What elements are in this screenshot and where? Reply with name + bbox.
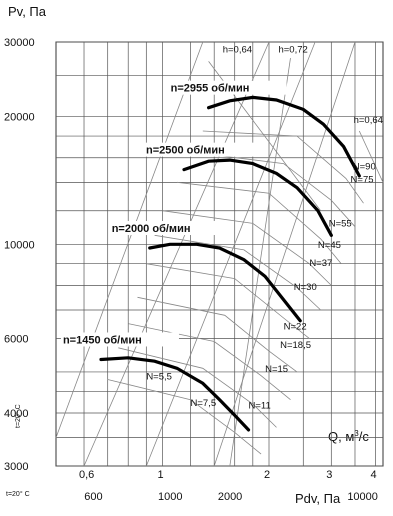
power-curve: [162, 210, 332, 286]
rpm-label: n=2955 об/мин: [171, 83, 250, 95]
y-tick-label: 30000: [4, 37, 35, 49]
performance-curves: [99, 95, 361, 432]
efficiency-line: [229, 57, 291, 467]
x-axis-title-tail: /c: [359, 429, 370, 444]
pdv-axis-title: Pdv, Па: [295, 491, 341, 506]
pdv-tick-label: 1000: [158, 491, 182, 503]
system-line: [213, 41, 356, 467]
tick-labels: 30000 20000 10000 6000 4000 3000 0,6 1 2 3 4 600 100…: [4, 37, 383, 503]
rpm-label: n=2000 об/мин: [112, 223, 191, 235]
x-axis-title-main: Q, м: [328, 429, 354, 444]
y-axis-title: Pv, Па: [8, 4, 47, 19]
rpm-label-bg: [168, 80, 287, 95]
x-tick-label: 3: [326, 469, 332, 481]
power-label: N=5,5: [146, 371, 172, 382]
power-label: N=37: [309, 258, 332, 269]
pdv-tick-label: 2000: [218, 491, 242, 503]
power-curve: [177, 181, 342, 264]
x-tick-label: 2: [264, 469, 270, 481]
x-tick-label: 1: [158, 469, 164, 481]
efficiency-line: [358, 130, 384, 183]
power-label: N=45: [318, 240, 341, 251]
power-label: N=55: [329, 219, 352, 230]
x-tick-label: 4: [371, 469, 377, 481]
rpm-label: n=1450 об/мин: [63, 334, 142, 346]
rpm-curve: [99, 356, 251, 432]
x-axis-title-sup: 3: [354, 429, 359, 438]
efficiency-label: h=0,64: [354, 115, 383, 126]
power-curve: [190, 151, 356, 227]
y-tick-label: 3000: [4, 461, 28, 473]
rpm-curve: [207, 95, 361, 178]
temperature-label-y: t=20° C: [14, 404, 22, 428]
power-curve: [118, 347, 277, 428]
efficiency-label: h=0,64: [223, 45, 252, 56]
power-label: N=7,5: [191, 398, 217, 409]
rpm-label-bg: [60, 332, 179, 347]
power-label: N=15: [265, 364, 288, 375]
system-line: [83, 41, 270, 467]
power-curve: [137, 296, 298, 373]
power-label: N=30: [294, 282, 317, 293]
power-curve: [146, 263, 310, 339]
power-label: N=90: [353, 162, 376, 173]
power-curve: [107, 379, 262, 455]
efficiency-label: h=0,72: [278, 45, 307, 56]
y-tick-label: 10000: [4, 239, 35, 251]
rpm-label: n=2500 об/мин: [146, 145, 225, 157]
power-label: N=22: [284, 321, 307, 332]
rpm-curve: [182, 158, 333, 237]
rpm-label-bg: [109, 221, 228, 236]
x-tick-label: 0,6: [79, 469, 94, 481]
system-line: [55, 41, 204, 438]
power-label: N=18,5: [280, 340, 311, 351]
x-axis-title: Q, м3/c: [328, 429, 369, 444]
mesh-lines: [55, 41, 384, 467]
y-tick-label: 6000: [4, 333, 28, 345]
y-tick-label: 4000: [4, 408, 28, 420]
rpm-label-bg: [143, 142, 262, 157]
power-curve: [154, 234, 321, 311]
y-tick-label: 20000: [4, 112, 35, 124]
pdv-tick-label: 600: [84, 491, 102, 503]
grid: [55, 41, 384, 467]
temperature-label-x: t=20° C: [6, 490, 30, 498]
pdv-tick-label: 10000: [347, 491, 378, 503]
power-label: N=11: [248, 400, 270, 411]
power-curve: [202, 130, 364, 204]
rpm-curve: [148, 242, 302, 323]
power-label: N=75: [351, 174, 374, 185]
